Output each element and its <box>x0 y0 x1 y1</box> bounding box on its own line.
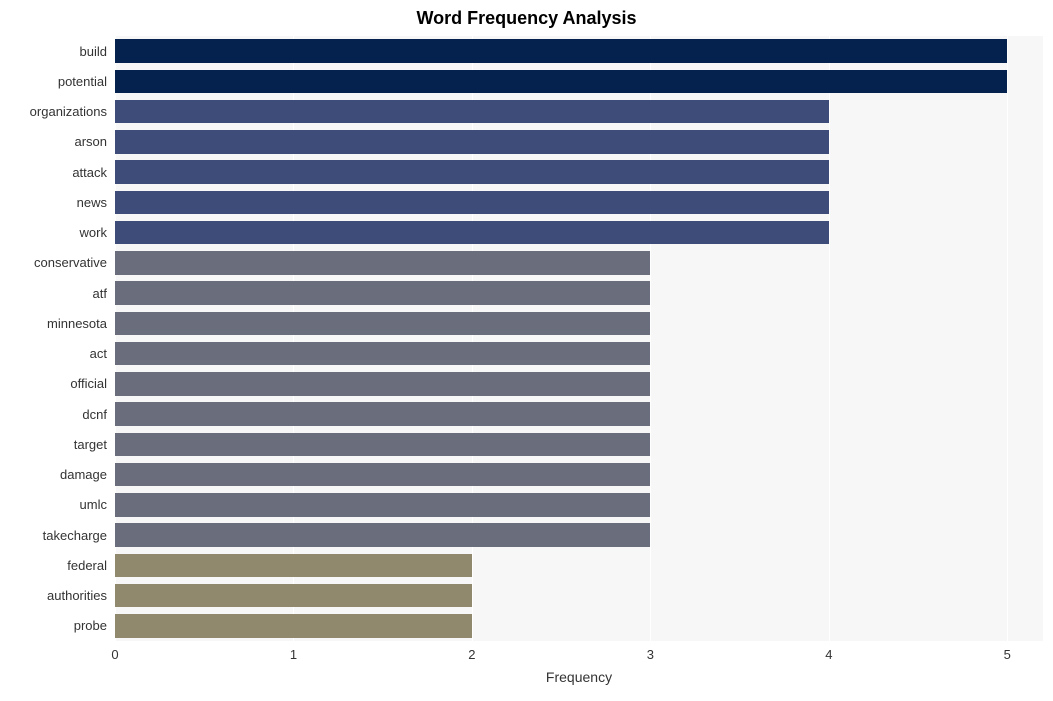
bar <box>115 130 829 154</box>
bar <box>115 554 472 578</box>
x-tick-label: 3 <box>647 647 654 662</box>
y-tick-label: arson <box>74 134 107 149</box>
y-tick-label: organizations <box>30 104 107 119</box>
bar-row <box>115 39 1043 63</box>
x-tick-label: 1 <box>290 647 297 662</box>
bar <box>115 191 829 215</box>
y-tick-label: takecharge <box>43 528 107 543</box>
bar <box>115 39 1007 63</box>
x-axis-title: Frequency <box>115 669 1043 685</box>
bar <box>115 402 650 426</box>
y-tick-label: official <box>70 376 107 391</box>
y-tick-label: attack <box>72 165 107 180</box>
bar <box>115 584 472 608</box>
y-tick-label: news <box>77 195 107 210</box>
bar <box>115 342 650 366</box>
word-frequency-chart: Word Frequency Analysis Frequency 0 1 2 3 4 5… <box>0 0 1053 701</box>
y-tick-label: minnesota <box>47 316 107 331</box>
y-tick-label: act <box>90 346 107 361</box>
x-gridline <box>650 36 651 641</box>
y-tick-label: atf <box>93 286 107 301</box>
bar <box>115 463 650 487</box>
bar-row <box>115 493 1043 517</box>
bar-row <box>115 463 1043 487</box>
y-tick-label: damage <box>60 467 107 482</box>
y-tick-label: authorities <box>47 588 107 603</box>
y-tick-label: conservative <box>34 255 107 270</box>
x-gridline <box>1007 36 1008 641</box>
y-tick-label: potential <box>58 74 107 89</box>
bar <box>115 251 650 275</box>
x-tick-label: 5 <box>1004 647 1011 662</box>
bar-row <box>115 251 1043 275</box>
bar-row <box>115 160 1043 184</box>
bar-row <box>115 342 1043 366</box>
chart-title: Word Frequency Analysis <box>0 8 1053 29</box>
y-tick-label: probe <box>74 618 107 633</box>
x-gridline <box>472 36 473 641</box>
bar-row <box>115 100 1043 124</box>
y-tick-label: work <box>80 225 107 240</box>
bar <box>115 523 650 547</box>
bar-row <box>115 433 1043 457</box>
bar-row <box>115 221 1043 245</box>
y-tick-label: target <box>74 437 107 452</box>
x-gridline <box>115 36 116 641</box>
bar <box>115 493 650 517</box>
y-tick-label: umlc <box>80 497 107 512</box>
bar <box>115 372 650 396</box>
x-tick-label: 2 <box>468 647 475 662</box>
bar <box>115 160 829 184</box>
bar <box>115 221 829 245</box>
bar-row <box>115 191 1043 215</box>
x-tick-label: 0 <box>111 647 118 662</box>
bar <box>115 100 829 124</box>
bar-row <box>115 584 1043 608</box>
bar <box>115 70 1007 94</box>
y-tick-label: dcnf <box>82 407 107 422</box>
y-tick-label: federal <box>67 558 107 573</box>
bar-row <box>115 523 1043 547</box>
bar-row <box>115 130 1043 154</box>
bar-row <box>115 312 1043 336</box>
plot-area <box>115 36 1043 641</box>
x-gridline <box>829 36 830 641</box>
bar <box>115 433 650 457</box>
bar-row <box>115 70 1043 94</box>
x-tick-label: 4 <box>825 647 832 662</box>
bar <box>115 312 650 336</box>
x-gridline <box>293 36 294 641</box>
bar <box>115 614 472 638</box>
y-tick-label: build <box>80 44 107 59</box>
bar-row <box>115 614 1043 638</box>
bar <box>115 281 650 305</box>
bar-row <box>115 372 1043 396</box>
bar-row <box>115 554 1043 578</box>
bar-row <box>115 402 1043 426</box>
bar-row <box>115 281 1043 305</box>
